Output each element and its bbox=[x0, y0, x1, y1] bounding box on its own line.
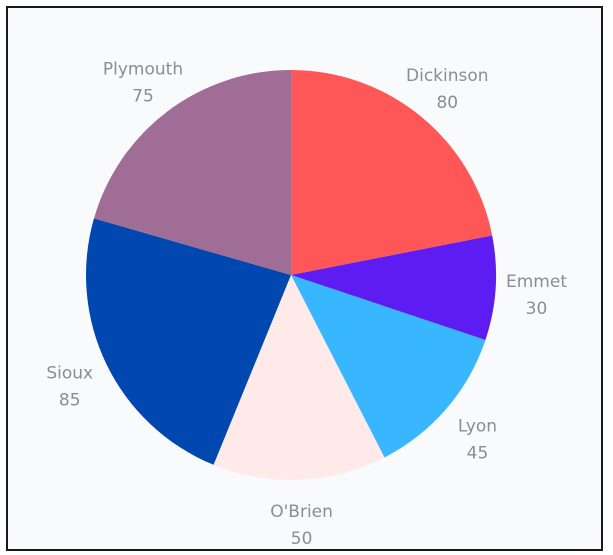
slice-value-o-brien: 50 bbox=[291, 529, 313, 549]
slice-value-dickinson: 80 bbox=[436, 93, 458, 113]
slice-value-sioux: 85 bbox=[59, 390, 81, 410]
slice-label-dickinson: Dickinson bbox=[406, 66, 489, 86]
slice-value-lyon: 45 bbox=[467, 443, 489, 463]
slice-value-emmet: 30 bbox=[526, 299, 548, 319]
slice-label-sioux: Sioux bbox=[46, 363, 93, 383]
pie-slices bbox=[86, 70, 496, 480]
pie-chart: Dickinson 80 Emmet 30 Lyon 45 O'Brien 50 Sioux 85… bbox=[46, 60, 567, 549]
pie-slice-dickinson bbox=[291, 70, 493, 275]
slice-label-lyon: Lyon bbox=[458, 416, 497, 436]
slice-label-emmet: Emmet bbox=[506, 272, 567, 292]
slice-value-plymouth: 75 bbox=[132, 87, 154, 107]
slice-label-plymouth: Plymouth bbox=[103, 60, 183, 80]
chart-frame: Dickinson 80 Emmet 30 Lyon 45 O'Brien 50 Sioux 85… bbox=[6, 6, 603, 551]
pie-slice-o-brien bbox=[213, 275, 385, 480]
pie-slice-plymouth bbox=[93, 70, 291, 275]
pie-labels: Dickinson 80 Emmet 30 Lyon 45 O'Brien 50 Sioux 85… bbox=[46, 60, 567, 549]
pie-slice-sioux bbox=[86, 218, 291, 465]
pie-slice-lyon bbox=[291, 275, 486, 458]
slice-label-o-brien: O'Brien bbox=[270, 502, 333, 522]
pie-slice-emmet bbox=[291, 235, 496, 341]
